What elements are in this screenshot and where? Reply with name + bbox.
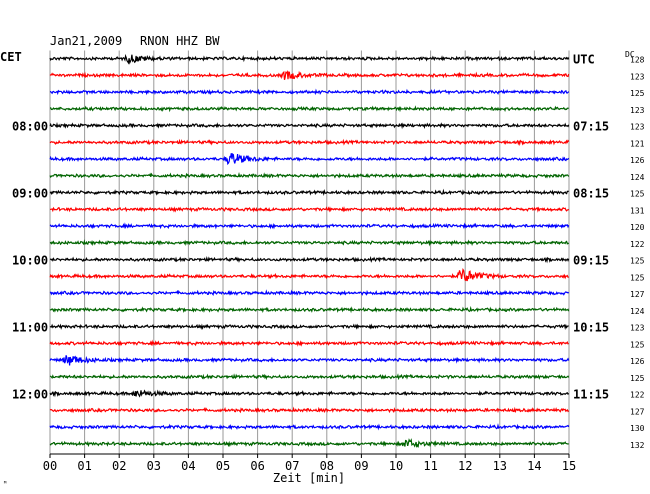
trace-row bbox=[49, 268, 569, 282]
dc-value: 123 bbox=[630, 72, 645, 81]
dc-value: 125 bbox=[630, 257, 645, 266]
right-time-label: 08:15 bbox=[573, 187, 609, 201]
dc-value: 123 bbox=[630, 123, 645, 132]
x-tick-label: 10 bbox=[389, 459, 403, 473]
x-tick-label: 04 bbox=[181, 459, 195, 473]
dc-value: 130 bbox=[630, 424, 645, 433]
dc-value: 120 bbox=[630, 223, 645, 232]
x-tick-label: 13 bbox=[493, 459, 507, 473]
left-time-label: 11:00 bbox=[12, 321, 48, 335]
left-time-label: 08:00 bbox=[12, 120, 48, 134]
x-tick-label: 12 bbox=[458, 459, 472, 473]
trace-row bbox=[49, 105, 569, 113]
dc-value: 131 bbox=[630, 206, 645, 215]
trace-rows bbox=[49, 53, 570, 448]
trace-row bbox=[49, 239, 570, 247]
trace-row bbox=[49, 355, 570, 366]
right-time-label: 07:15 bbox=[573, 120, 609, 134]
right-time-labels: UTC 07:15 08:15 09:15 10:15 11:15 bbox=[573, 53, 609, 402]
trace-row bbox=[49, 138, 570, 147]
trace-row bbox=[49, 255, 570, 264]
x-tick-label: 01 bbox=[77, 459, 91, 473]
dc-value: 126 bbox=[630, 357, 645, 366]
dc-value: 124 bbox=[630, 307, 645, 316]
left-time-labels: 08:00 09:00 10:00 11:00 12:00 bbox=[12, 120, 48, 402]
trace-row bbox=[49, 171, 570, 179]
x-tick-label: 02 bbox=[112, 459, 126, 473]
dc-value: 121 bbox=[630, 139, 645, 148]
dc-value: 126 bbox=[630, 156, 645, 165]
trace-row bbox=[49, 53, 570, 65]
trace-row bbox=[49, 70, 570, 81]
vertical-grid bbox=[49, 50, 570, 455]
dc-value: 127 bbox=[630, 290, 645, 299]
left-time-label: 12:00 bbox=[12, 388, 48, 402]
x-tick-label: 00 bbox=[43, 459, 57, 473]
trace-row bbox=[49, 323, 569, 331]
trace-row bbox=[49, 305, 570, 314]
dc-value: 128 bbox=[630, 56, 645, 65]
right-time-label: UTC bbox=[573, 53, 595, 67]
left-time-label: 09:00 bbox=[12, 187, 48, 201]
trace-row bbox=[49, 152, 570, 166]
trace-row bbox=[49, 438, 569, 448]
trace-row bbox=[49, 289, 570, 297]
trace-row bbox=[49, 423, 570, 431]
x-tick-label: 14 bbox=[527, 459, 541, 473]
dc-value: 122 bbox=[630, 391, 645, 400]
x-tick-label: 03 bbox=[147, 459, 161, 473]
right-time-label: 11:15 bbox=[573, 388, 609, 402]
dc-value: 125 bbox=[630, 340, 645, 349]
x-tick-label: 07 bbox=[285, 459, 299, 473]
trace-row bbox=[49, 406, 570, 414]
x-tick-label: 08 bbox=[320, 459, 334, 473]
right-time-label: 10:15 bbox=[573, 321, 609, 335]
dc-value: 123 bbox=[630, 324, 645, 333]
dc-value: 125 bbox=[630, 374, 645, 383]
x-tick-label: 15 bbox=[562, 459, 576, 473]
trace-row bbox=[49, 121, 570, 130]
dc-value: 127 bbox=[630, 407, 645, 416]
x-axis: 00 01 02 03 04 05 06 07 08 09 10 11 12 13 14 15 bbox=[43, 454, 576, 473]
x-axis-label: Zeit [min] bbox=[273, 471, 345, 485]
x-tick-label: 05 bbox=[216, 459, 230, 473]
header-station: RNON HHZ BW bbox=[140, 34, 220, 48]
trace-row bbox=[49, 373, 570, 381]
dc-value: 123 bbox=[630, 106, 645, 115]
trace-row bbox=[49, 222, 570, 230]
trace-row bbox=[49, 188, 569, 197]
dc-value: 125 bbox=[630, 273, 645, 282]
x-tick-label: 11 bbox=[423, 459, 437, 473]
right-time-label: 09:15 bbox=[573, 254, 609, 268]
dc-value: 124 bbox=[630, 173, 645, 182]
trace-row bbox=[49, 339, 569, 347]
trace-row bbox=[49, 88, 570, 96]
dc-values: 128 123 125 123 123 121 126 124 125 131 120 122 125 1… bbox=[630, 56, 645, 450]
header-date: Jan21,2009 bbox=[50, 34, 122, 48]
dc-value: 125 bbox=[630, 190, 645, 199]
left-timezone-label: CET bbox=[0, 50, 22, 64]
dc-value: 122 bbox=[630, 240, 645, 249]
trace-row bbox=[49, 389, 570, 398]
dc-header-label: DC bbox=[625, 50, 635, 59]
x-tick-label: 09 bbox=[354, 459, 368, 473]
dc-value: 132 bbox=[630, 441, 645, 450]
corner-mark: ᴹ bbox=[3, 480, 7, 488]
trace-row bbox=[49, 206, 570, 213]
left-time-label: 10:00 bbox=[12, 254, 48, 268]
x-tick-label: 06 bbox=[250, 459, 264, 473]
dc-value: 125 bbox=[630, 89, 645, 98]
